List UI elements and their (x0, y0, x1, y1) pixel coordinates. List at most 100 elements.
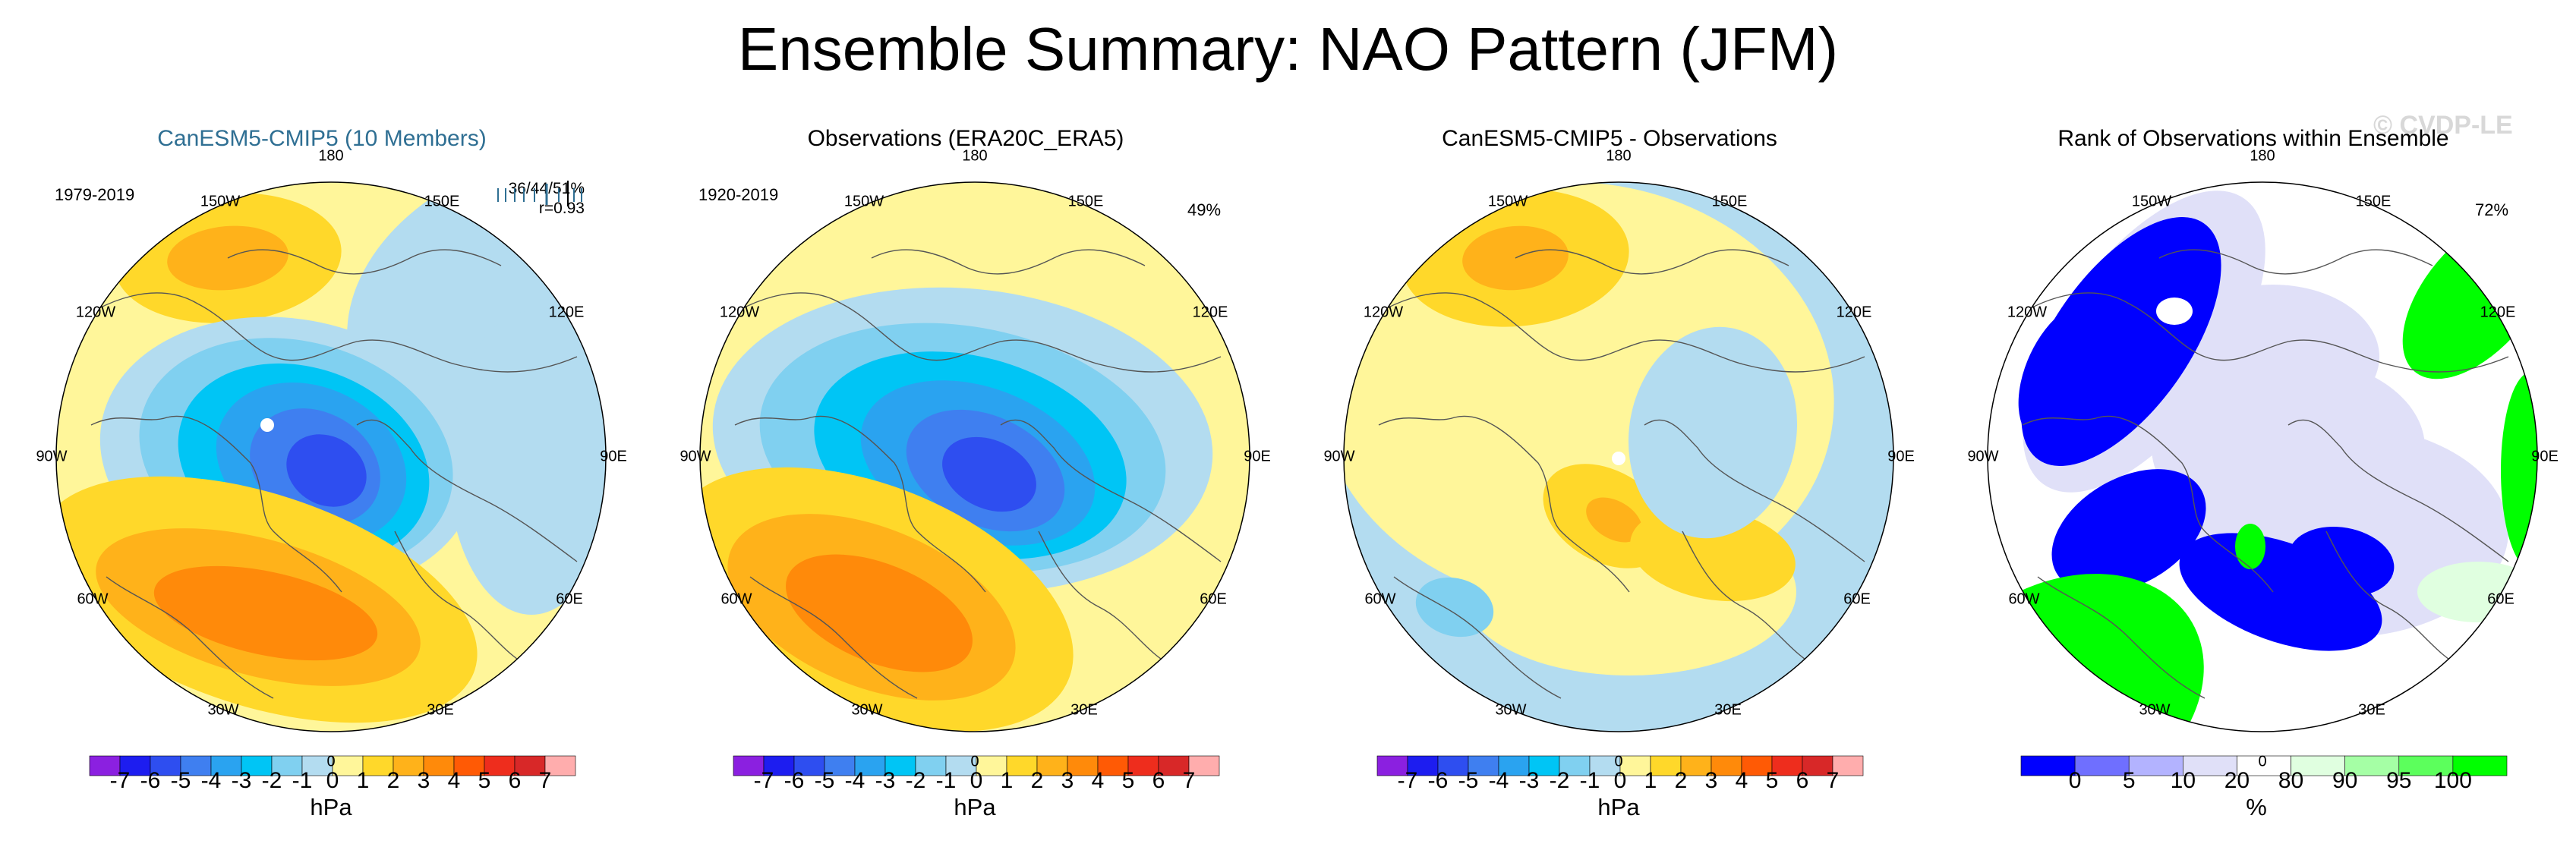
rank-high-light (2417, 562, 2537, 622)
stats-box: 36/44/51% r=0.93 (471, 179, 585, 219)
atlantic-high-core (786, 554, 973, 672)
panel-title: CanESM5-CMIP5 (10 Members) (157, 126, 487, 151)
longitude-label-s: 0 (326, 753, 336, 770)
longitude-label-e90: 90E (1887, 448, 1915, 465)
colorbar-swatch (1650, 755, 1682, 776)
panel-rank: Rank of Observations within Ensemble 72%… (1931, 106, 2575, 847)
longitude-label-e30: 30E (1714, 701, 1742, 719)
longitude-label-s: 0 (1614, 753, 1623, 770)
colorbar-swatch (1771, 755, 1803, 776)
colorbar-tick-label: 2 (1030, 768, 1044, 793)
colorbar-tick-label: 3 (417, 768, 430, 793)
longitude-label-e30: 30E (1070, 701, 1098, 719)
longitude-label-w30: 30W (851, 701, 883, 719)
longitude-label-w60: 60W (720, 590, 752, 608)
arctic-negative (1628, 326, 1798, 539)
coastline (2325, 531, 2464, 669)
panel-difference: CanESM5-CMIP5 - Observations hPa 180 0 150… (1288, 106, 1931, 847)
longitude-label-w60: 60W (77, 590, 109, 608)
colorbar-swatch (945, 755, 977, 776)
rank-low (2018, 301, 2118, 443)
colorbar-swatch (793, 755, 825, 776)
colorbar-tick-label: 5 (1765, 768, 1779, 793)
europe-high-core (1586, 497, 1642, 543)
longitude-label-n: 180 (318, 147, 344, 165)
colorbar-swatch (1741, 755, 1773, 776)
longitude-label-n: 180 (2250, 147, 2275, 165)
colorbar-tick-label: 5 (478, 768, 491, 793)
coastline (2158, 249, 2433, 275)
rank-high (2235, 524, 2265, 569)
colorbar-tick-label: 6 (1152, 768, 1165, 793)
arctic-low-min (286, 434, 367, 507)
colorbar-tick-label: 4 (1735, 768, 1748, 793)
colorbar-swatch (1407, 755, 1439, 776)
colorbar-tick-label: 100 (2433, 768, 2472, 793)
colorbar-tick-label: 6 (1796, 768, 1809, 793)
colorbar-tick-label: -1 (935, 768, 957, 793)
longitude-label-e60: 60E (1200, 590, 1227, 608)
colorbar-tick-label: -6 (1427, 768, 1449, 793)
colorbar-swatch (1832, 755, 1864, 776)
coastline (106, 576, 274, 699)
longitude-label-w30: 30W (1495, 701, 1527, 719)
coastline (1348, 292, 1865, 373)
colorbar-tick-label: 7 (538, 768, 552, 793)
colorbar-swatch (2344, 755, 2400, 776)
longitude-label-w30: 30W (207, 701, 239, 719)
colorbar-swatch (2020, 755, 2076, 776)
colorbar-swatch (1559, 755, 1591, 776)
longitude-label-w150: 150W (1487, 193, 1528, 210)
colorbar-swatch (150, 755, 181, 776)
colorbar-tick-label: -7 (109, 768, 131, 793)
coastline (2022, 415, 2274, 593)
period-label: 1979-2019 (55, 185, 135, 204)
map-boundary (699, 181, 1250, 732)
atlantic-low (1415, 577, 1494, 638)
longitude-label-w90: 90W (679, 448, 711, 465)
colorbar-tick-label: 0 (326, 768, 339, 793)
colorbar-tick-label: -5 (1458, 768, 1479, 793)
longitude-label-e120: 120E (1836, 304, 1872, 321)
colorbar-swatch (453, 755, 485, 776)
colorbar-tick-label: -2 (1549, 768, 1570, 793)
colorbar (1376, 755, 1864, 776)
panel-observations: Observations (ERA20C_ERA5) 1920-2019 49%… (644, 106, 1288, 847)
colorbar-swatch (241, 755, 273, 776)
coastline (1393, 576, 1562, 699)
longitude-label-e90: 90E (1244, 448, 1271, 465)
colorbar-swatch (854, 755, 886, 776)
colorbar-tick-label: 7 (1826, 768, 1840, 793)
colorbar-swatch (2128, 755, 2183, 776)
colorbar-tick-label: 90 (2332, 768, 2358, 793)
colorbar-unit: hPa (954, 794, 996, 820)
longitude-label-e60: 60E (2487, 590, 2515, 608)
colorbar-swatch (763, 755, 795, 776)
longitude-label-e90: 90E (2531, 448, 2559, 465)
colorbar-tick-label: 5 (1121, 768, 1135, 793)
colorbar-unit: hPa (310, 794, 352, 820)
coastline (734, 415, 986, 593)
colorbar-swatch (915, 755, 947, 776)
colorbar (89, 755, 576, 776)
colorbar-swatch (89, 755, 121, 776)
longitude-label-e150: 150E (1711, 193, 1748, 210)
longitude-label-w150: 150W (2131, 193, 2172, 210)
rank-high-light (2167, 114, 2258, 159)
colorbar-tick-label: 0 (970, 768, 983, 793)
colorbar-swatch (1158, 755, 1190, 776)
coastline (1991, 292, 2509, 373)
colorbar-swatch (2183, 755, 2237, 776)
colorbar-swatch (1067, 755, 1099, 776)
watermark: © CVDP-LE (2373, 111, 2513, 140)
polar-map (55, 181, 607, 776)
colorbar-swatch (1589, 755, 1621, 776)
colorbar-tick-label: -5 (170, 768, 191, 793)
arctic-low-min (942, 436, 1036, 512)
polar-map (1343, 181, 1894, 776)
colorbar-tick-label: 95 (2386, 768, 2412, 793)
colorbar-tick-label: -3 (875, 768, 896, 793)
colorbar-tick-label: 3 (1704, 768, 1718, 793)
longitude-label-w60: 60W (1364, 590, 1396, 608)
colorbar-tick-label: -6 (784, 768, 805, 793)
